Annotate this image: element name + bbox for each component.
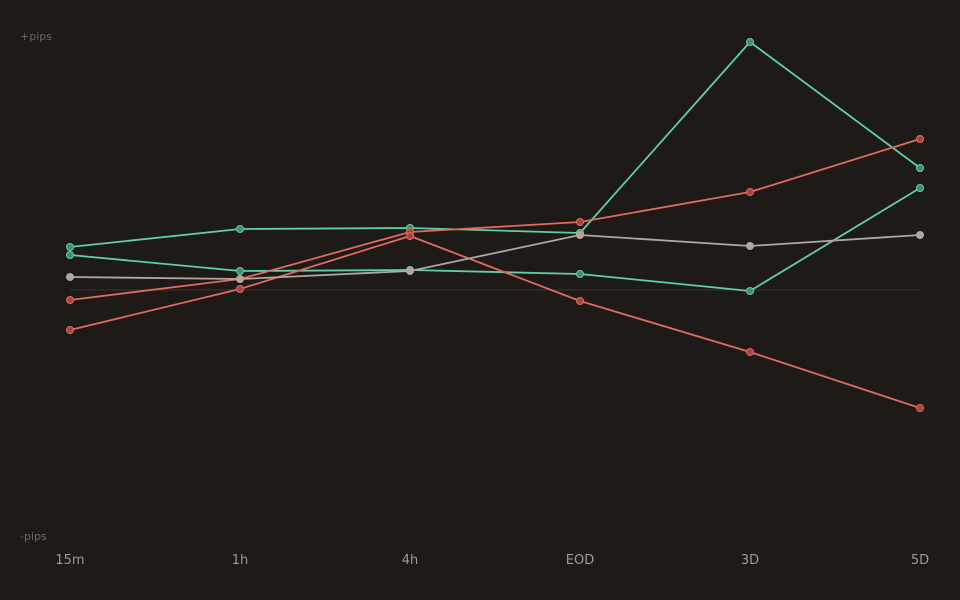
series-green-0	[66, 38, 924, 251]
data-point	[576, 297, 584, 305]
data-point	[916, 184, 924, 192]
data-point	[66, 251, 74, 259]
series-green-1	[66, 184, 924, 295]
data-point	[236, 285, 244, 293]
series-line	[69, 187, 921, 292]
series-line	[69, 235, 921, 409]
x-tick-label: 5D	[911, 553, 929, 568]
data-point	[406, 267, 414, 275]
series-line	[69, 234, 921, 280]
data-point	[576, 231, 584, 239]
series-red-3	[66, 232, 924, 412]
data-point	[66, 326, 74, 334]
data-point	[236, 225, 244, 233]
data-point	[746, 348, 754, 356]
data-point	[406, 232, 414, 240]
data-point	[916, 231, 924, 239]
x-axis-ticks: 15m 1h 4h EOD 3D 5D	[55, 553, 929, 568]
data-point	[66, 296, 74, 304]
x-tick-label: EOD	[566, 553, 594, 568]
data-point	[746, 38, 754, 46]
x-tick-label: 1h	[232, 553, 249, 568]
y-top-label: +pips	[20, 30, 52, 43]
data-point	[746, 242, 754, 250]
data-point	[746, 188, 754, 196]
data-point	[916, 404, 924, 412]
data-point	[66, 273, 74, 281]
data-point	[916, 164, 924, 172]
data-point	[746, 287, 754, 295]
data-point	[236, 267, 244, 275]
series-layer	[66, 38, 924, 412]
data-point	[916, 135, 924, 143]
y-bottom-label: -pips	[20, 530, 47, 543]
data-point	[576, 218, 584, 226]
series-gray-4	[66, 231, 924, 283]
x-tick-label: 4h	[402, 553, 419, 568]
data-point	[236, 275, 244, 283]
x-tick-label: 3D	[741, 553, 759, 568]
data-point	[66, 243, 74, 251]
data-point	[576, 270, 584, 278]
series-line	[69, 41, 921, 248]
x-tick-label: 15m	[55, 553, 84, 568]
series-line	[69, 138, 921, 301]
